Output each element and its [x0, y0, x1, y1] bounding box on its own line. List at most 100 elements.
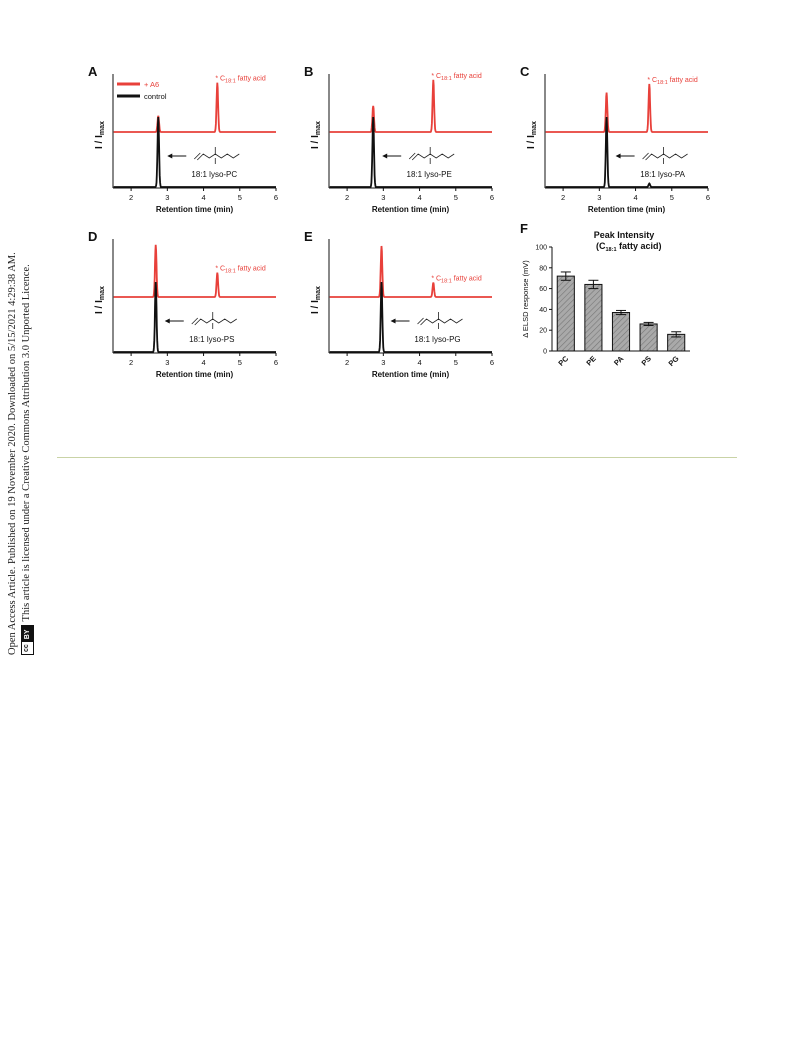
- x-tick-label: 3: [381, 193, 385, 202]
- y-tick-label: 20: [539, 328, 547, 335]
- molecule-label: 18:1 lyso-PE: [407, 170, 452, 179]
- y-axis-label: Δ ELSD response (mV): [521, 260, 530, 338]
- bond-line: [191, 317, 237, 326]
- x-tick-label: 3: [165, 193, 169, 202]
- molecule-structure: [408, 147, 455, 164]
- fatty-acid-annotation: * C18:1 fatty acid: [431, 276, 482, 285]
- x-tick-label: 3: [381, 358, 385, 367]
- category-label-pa: PA: [612, 354, 626, 368]
- x-tick-label: 4: [201, 358, 205, 367]
- trace-control: [329, 116, 492, 188]
- molecule-label: 18:1 lyso-PA: [640, 170, 685, 179]
- figure: A I / Imax 2 3 4 5 6 Retention time (min) * C18:…: [88, 64, 710, 379]
- trace-treated: [329, 245, 492, 298]
- cc-badge-text: cc: [23, 644, 30, 652]
- y-axis-label: I / Imax: [526, 121, 538, 149]
- y-tick-label: 40: [539, 307, 547, 314]
- x-tick-label: 4: [417, 358, 421, 367]
- trace-control: [545, 116, 708, 188]
- chart-panel-f: F Peak Intensity(C18:1 fatty acid) 0 20 40 60…: [520, 221, 690, 368]
- x-tick-label: 6: [490, 358, 494, 367]
- x-axis-label: Retention time (min): [156, 205, 234, 214]
- by-badge-text: BY: [21, 626, 33, 643]
- license-sidebar: Open Access Article. Published on 19 Nov…: [6, 195, 40, 655]
- bond-line: [417, 317, 463, 326]
- trace-treated: [545, 83, 708, 133]
- x-tick-label: 2: [129, 193, 133, 202]
- x-axis-label: Retention time (min): [372, 370, 450, 379]
- trace-control: [113, 116, 276, 188]
- x-tick-label: 5: [238, 358, 242, 367]
- cc-license-icon[interactable]: cc BY: [20, 625, 34, 655]
- x-tick-label: 2: [345, 358, 349, 367]
- trace-control: [329, 281, 492, 353]
- chart-panel-b: B I / Imax 2 3 4 5 6 Retention time (min) * C18:…: [304, 64, 494, 214]
- panel-letter: D: [88, 229, 97, 244]
- x-tick-label: 2: [345, 193, 349, 202]
- chart-panel-d: D I / Imax 2 3 4 5 6 Retention time (min) * C18:…: [88, 229, 278, 379]
- x-tick-label: 5: [238, 193, 242, 202]
- fatty-acid-annotation: * C18:1 fatty acid: [431, 73, 482, 82]
- bar-ps: [639, 323, 658, 352]
- panel-letter: A: [88, 64, 98, 79]
- x-axis-label: Retention time (min): [372, 205, 450, 214]
- publication-line: Open Access Article. Published on 19 Nov…: [7, 252, 18, 655]
- x-axis-label: Retention time (min): [588, 205, 666, 214]
- x-tick-label: 6: [274, 358, 278, 367]
- molecule-structure: [191, 312, 237, 329]
- license-line[interactable]: This article is licensed under a Creativ…: [21, 264, 32, 622]
- molecule-structure: [417, 312, 463, 329]
- chart-subtitle: (C18:1 fatty acid): [596, 241, 662, 253]
- y-axis-label: I / Imax: [310, 286, 322, 314]
- legend-label-treated: + A6: [144, 80, 159, 89]
- chart-title: Peak Intensity: [594, 230, 655, 240]
- trace-treated: [113, 82, 276, 133]
- molecule-label: 18:1 lyso-PG: [414, 335, 460, 344]
- arrow-head: [167, 153, 173, 159]
- y-tick-label: 60: [539, 286, 547, 293]
- fatty-acid-annotation: * C18:1 fatty acid: [215, 76, 266, 85]
- x-tick-label: 6: [706, 193, 710, 202]
- x-tick-label: 5: [454, 358, 458, 367]
- x-tick-label: 4: [201, 193, 205, 202]
- y-axis-label: I / Imax: [94, 286, 106, 314]
- trace-treated: [329, 79, 492, 133]
- y-tick-label: 80: [539, 265, 547, 272]
- x-tick-label: 6: [490, 193, 494, 202]
- x-tick-label: 6: [274, 193, 278, 202]
- x-tick-label: 2: [561, 193, 565, 202]
- x-tick-label: 3: [597, 193, 601, 202]
- bond-line: [408, 152, 455, 161]
- y-axis-label: I / Imax: [310, 121, 322, 149]
- x-tick-label: 5: [454, 193, 458, 202]
- x-axis-label: Retention time (min): [156, 370, 234, 379]
- legend-label-control: control: [144, 92, 167, 101]
- panel-letter: E: [304, 229, 313, 244]
- chart-panel-e: E I / Imax 2 3 4 5 6 Retention time (min) * C18:…: [304, 229, 494, 379]
- x-tick-label: 4: [633, 193, 637, 202]
- x-tick-label: 3: [165, 358, 169, 367]
- x-tick-label: 2: [129, 358, 133, 367]
- category-label-pc: PC: [556, 354, 570, 368]
- bond-line: [193, 152, 240, 161]
- chart-panel-c: C I / Imax 2 3 4 5 6 Retention time (min) * C18:…: [520, 64, 710, 214]
- trace-treated: [113, 244, 276, 298]
- chart-panel-a: A I / Imax 2 3 4 5 6 Retention time (min) * C18:…: [88, 64, 278, 214]
- bar-pc: [556, 275, 575, 352]
- panel-letter: B: [304, 64, 313, 79]
- molecule-structure: [642, 147, 688, 164]
- panel-letter: F: [520, 221, 528, 236]
- y-tick-label: 0: [543, 349, 547, 356]
- bar-pe: [584, 283, 603, 352]
- molecule-label: 18:1 lyso-PS: [189, 335, 234, 344]
- category-label-ps: PS: [640, 354, 653, 367]
- y-tick-label: 100: [535, 245, 547, 252]
- section-divider: [57, 457, 737, 458]
- molecule-structure: [193, 147, 240, 164]
- arrow-head: [382, 153, 388, 159]
- arrow-head: [615, 153, 621, 159]
- bar-pa: [611, 312, 631, 352]
- x-tick-label: 4: [417, 193, 421, 202]
- trace-control: [113, 281, 276, 353]
- arrow-head: [390, 318, 396, 324]
